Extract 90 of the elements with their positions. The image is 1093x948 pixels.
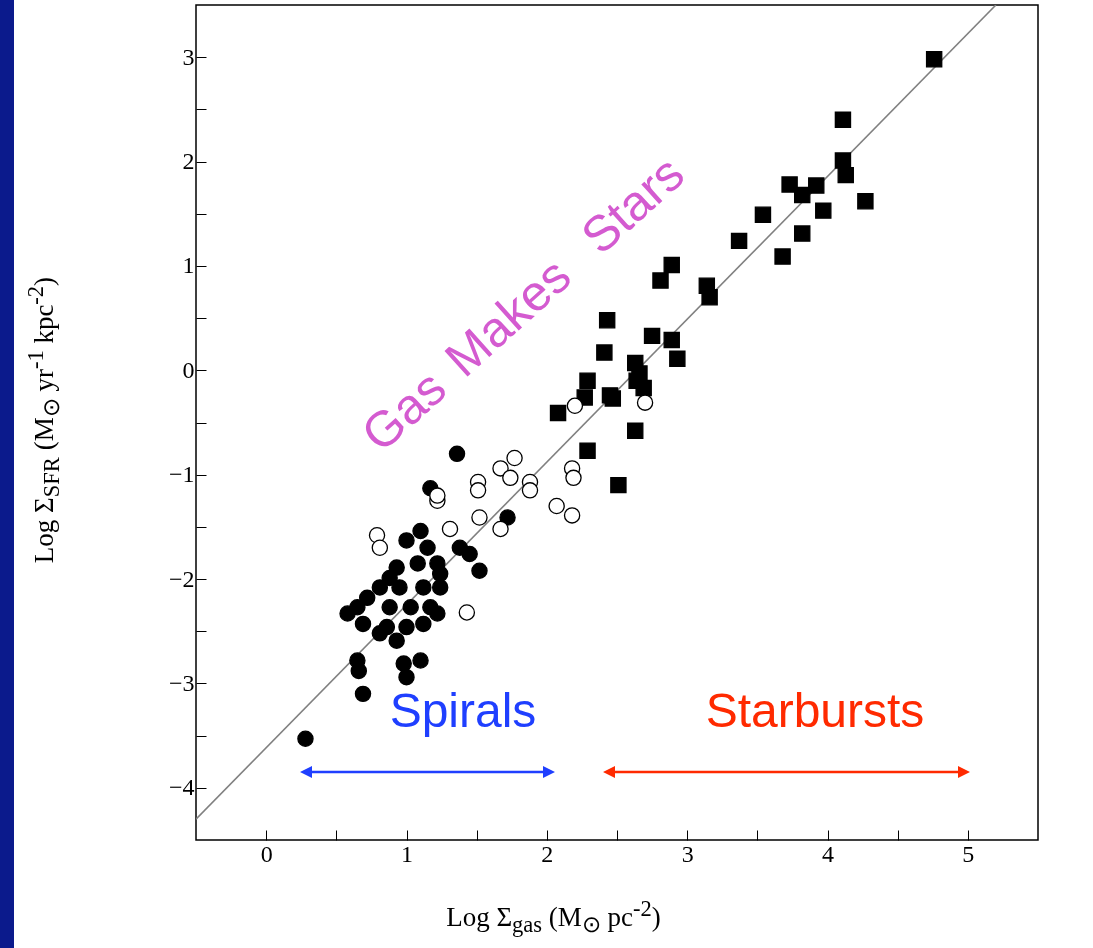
x-tick-label: 3 [681, 840, 694, 867]
point [774, 248, 791, 265]
point [663, 331, 680, 349]
point [808, 177, 825, 194]
point [548, 497, 565, 515]
annotation: Starbursts [705, 684, 925, 737]
y-tick-label: 2 [182, 148, 195, 175]
point [409, 555, 426, 572]
point [469, 482, 487, 499]
point [429, 487, 446, 504]
point [598, 311, 616, 329]
point [925, 51, 943, 68]
x-tick-label: 1 [401, 840, 413, 867]
point [412, 652, 429, 669]
point [565, 469, 582, 487]
point [636, 394, 654, 411]
point [415, 579, 432, 596]
point [368, 527, 386, 544]
point [415, 615, 432, 633]
point [669, 350, 686, 368]
point [398, 532, 415, 549]
point [431, 565, 449, 583]
point [471, 509, 488, 526]
point [391, 579, 408, 596]
point [506, 449, 523, 467]
point [492, 460, 509, 477]
point [499, 509, 516, 526]
point [563, 507, 581, 524]
point [730, 232, 748, 250]
point [398, 618, 415, 636]
point [388, 632, 405, 649]
point [350, 662, 368, 680]
point [815, 202, 832, 219]
point [429, 605, 446, 622]
point [652, 272, 669, 289]
y-tick-label: −1 [168, 461, 195, 488]
point [419, 539, 436, 556]
point [566, 397, 584, 415]
y-tick-label: 3 [182, 43, 195, 70]
point [701, 289, 718, 306]
point [643, 327, 661, 345]
point [492, 520, 509, 538]
x-tick-label: 2 [541, 840, 554, 867]
point [610, 476, 627, 494]
point [627, 422, 644, 440]
point [381, 569, 398, 587]
y-tick-label: −2 [168, 565, 195, 592]
point [354, 685, 372, 703]
point [339, 605, 356, 622]
point [458, 604, 476, 621]
annotation: Spirals [389, 684, 537, 737]
point [448, 445, 466, 463]
x-axis-title: Log Σ$_{gas}$ (M$_{⊙}$ pc$^{-2}$) [445, 896, 662, 939]
point [834, 111, 852, 129]
point [395, 655, 412, 672]
y-tick-label: 1 [182, 252, 195, 279]
point [549, 404, 567, 422]
y-tick-label: 0 [182, 356, 195, 383]
point [451, 539, 469, 556]
point [431, 579, 449, 596]
y-tick-label: −4 [168, 774, 195, 801]
y-tick-label: −3 [168, 669, 195, 696]
point [521, 482, 539, 499]
x-tick-label: 0 [260, 840, 273, 867]
point [794, 225, 811, 242]
point [857, 192, 874, 210]
x-tick-label: 4 [822, 840, 834, 867]
point [358, 589, 376, 607]
point [837, 166, 854, 184]
point [354, 615, 372, 633]
point [596, 344, 613, 361]
point [402, 599, 419, 616]
point [579, 372, 596, 389]
point [502, 469, 519, 487]
point [398, 668, 415, 686]
point [381, 599, 398, 616]
point [471, 562, 488, 579]
point [663, 256, 680, 274]
point [371, 539, 389, 556]
point [834, 152, 852, 169]
point [781, 176, 798, 193]
point [794, 186, 811, 204]
point [754, 206, 772, 224]
point [412, 522, 429, 540]
point [441, 520, 459, 538]
x-tick-label: 5 [962, 840, 975, 867]
point [371, 579, 389, 596]
point [579, 442, 596, 459]
point [371, 625, 389, 642]
point [297, 730, 314, 747]
